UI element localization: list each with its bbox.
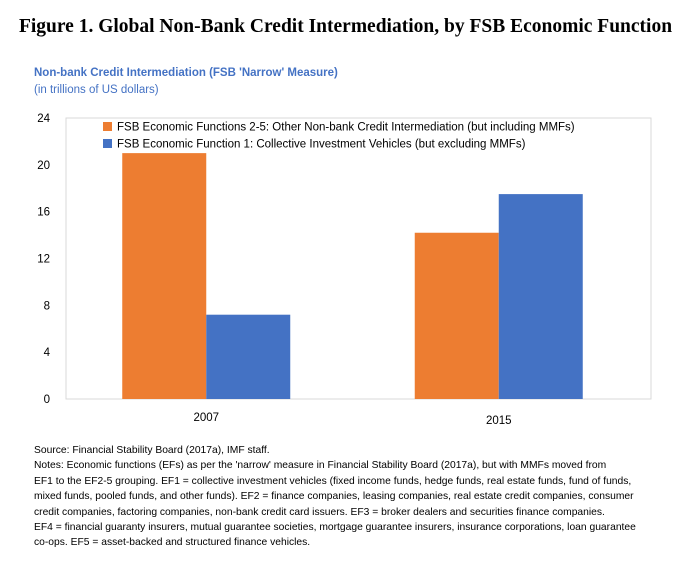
notes-line: EF1 to the EF2-5 grouping. EF1 = collect… [34, 475, 632, 487]
plot-area-border [65, 117, 652, 400]
y-tick-label: 16 [37, 207, 50, 219]
bar-2015-series-1 [414, 232, 499, 399]
bars-group [122, 153, 583, 399]
legend: FSB Economic Functions 2-5: Other Non-ba… [103, 122, 575, 151]
y-tick-label: 24 [37, 113, 50, 125]
x-axis: 2007 2015 [193, 412, 511, 427]
chart-subtitle: (in trillions of US dollars) [34, 84, 159, 96]
x-tick-label: 2007 [193, 412, 219, 424]
y-tick-label: 12 [37, 254, 50, 266]
notes-line: mixed funds, pooled funds, and other fun… [34, 491, 634, 503]
chart-title: Non-bank Credit Intermediation (FSB 'Nar… [34, 67, 338, 79]
bar-2015-series-2 [498, 194, 583, 399]
y-tick-label: 8 [44, 300, 50, 312]
y-tick-label: 20 [37, 160, 50, 172]
x-tick-label: 2015 [486, 415, 512, 427]
legend-swatch [103, 139, 112, 148]
bar-chart: 0 4 8 12 16 20 24 2007 2015 FSB Economic Functi… [37, 113, 652, 427]
y-axis: 0 4 8 12 16 20 24 [37, 113, 50, 406]
legend-label: FSB Economic Function 1: Collective Inve… [117, 139, 526, 151]
notes-line: co-ops. EF5 = asset-backed and structure… [34, 537, 311, 549]
notes-block: Source: Financial Stability Board (2017a… [34, 443, 674, 551]
notes-line: Notes: Economic functions (EFs) as per t… [34, 460, 607, 472]
y-tick-label: 0 [44, 394, 50, 406]
legend-swatch [103, 122, 112, 131]
figure-title: Figure 1. Global Non-Bank Credit Interme… [18, 16, 673, 37]
source-text: Source: Financial Stability Board (2017a… [34, 445, 270, 456]
notes-line: EF4 = financial guaranty insurers, mutua… [34, 522, 636, 534]
notes-line: credit companies, factoring companies, n… [34, 506, 605, 518]
y-tick-label: 4 [44, 347, 51, 359]
bar-2007-series-1 [122, 153, 207, 399]
legend-label: FSB Economic Functions 2-5: Other Non-ba… [117, 122, 575, 134]
bar-2007-series-2 [206, 314, 291, 399]
